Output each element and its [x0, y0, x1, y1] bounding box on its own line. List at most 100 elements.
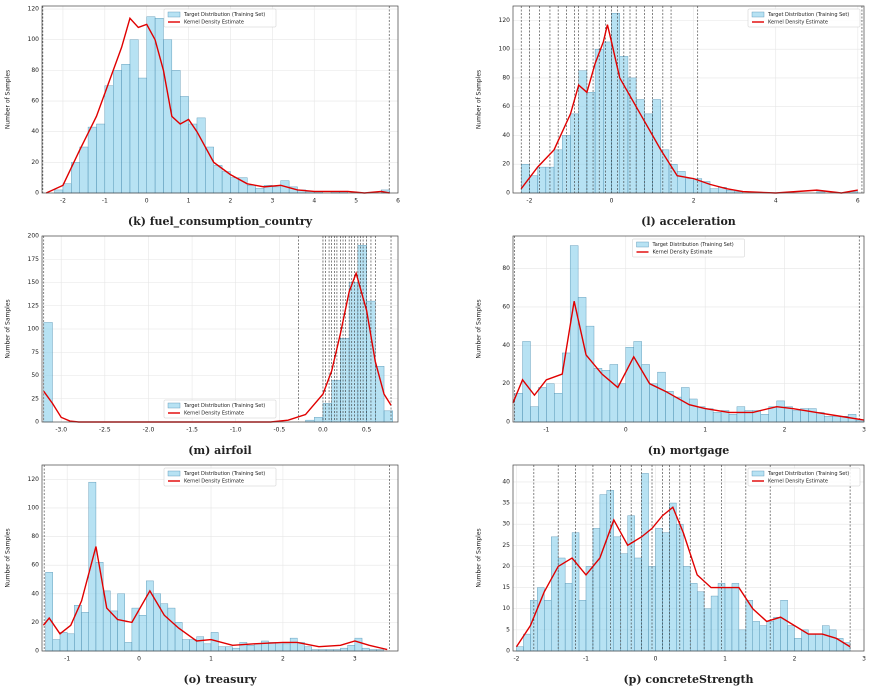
bar: [808, 408, 817, 423]
y-tick-label: 80: [502, 265, 510, 272]
y-tick-label: 50: [31, 372, 39, 379]
kde-line: [43, 270, 392, 423]
y-tick-label: 100: [499, 46, 511, 53]
y-tick-label: 10: [502, 605, 510, 612]
bar: [110, 610, 118, 652]
bar: [52, 639, 61, 652]
legend-label: Target Distribution (Training Set): [183, 403, 265, 409]
y-tick-label: 40: [502, 478, 510, 485]
plot-frame: [512, 5, 865, 194]
x-tick-label: 4: [312, 198, 316, 205]
y-tick-label: 200: [28, 233, 40, 240]
x-tick-label: 1: [209, 656, 213, 663]
bar: [375, 366, 385, 423]
bar: [537, 587, 545, 652]
bar: [620, 553, 628, 652]
bar: [704, 408, 714, 423]
caption: (n) mortgage: [648, 444, 730, 457]
bar: [138, 77, 147, 194]
x-tick-label: 0.5: [362, 427, 372, 434]
bar: [578, 600, 587, 652]
bar: [117, 593, 125, 652]
panel: 0 25 50 75 100 125 150 175 200 -3.0 -2.5 -2.0 -1.5 -1…: [5, 233, 399, 457]
bar: [96, 123, 106, 194]
y-tick-label: 150: [28, 279, 40, 286]
y-tick-label: 80: [502, 74, 510, 81]
bar: [613, 536, 621, 652]
bar: [45, 572, 53, 652]
bar: [792, 410, 801, 423]
x-tick-label: 5: [354, 198, 358, 205]
legend-box: [632, 238, 745, 258]
x-tick-label: 2: [692, 198, 696, 205]
bar: [182, 639, 190, 652]
kde-line: [512, 301, 865, 421]
y-axis-label: Number of Samples: [476, 299, 483, 358]
bar: [516, 646, 524, 652]
x-tick-label: 2: [793, 656, 797, 663]
bar: [794, 638, 802, 652]
bar: [71, 162, 80, 194]
x-tick-label: -1.5: [186, 427, 198, 434]
y-tick-label: 60: [502, 303, 510, 310]
y-axis-label: Number of Samples: [5, 528, 12, 587]
bar: [710, 595, 719, 652]
y-tick-label: 0: [35, 190, 39, 197]
bar: [357, 245, 367, 423]
bar: [731, 583, 740, 652]
bar: [138, 615, 147, 652]
bar: [129, 39, 139, 194]
panel: 0 5 10 15 20 25 30 35 40 -2 -1 0 1 2 3 Number of Sample…: [476, 464, 866, 686]
bar: [569, 245, 579, 423]
bar: [87, 126, 97, 194]
y-tick-label: 20: [502, 563, 510, 570]
bar: [808, 633, 816, 652]
legend-label: Kernel Density Estimate: [768, 20, 828, 26]
bar: [537, 166, 547, 194]
bar: [815, 633, 823, 652]
legend-label: Target Distribution (Training Set): [183, 12, 265, 18]
y-tick-label: 120: [28, 476, 40, 483]
bar: [523, 633, 531, 652]
bar: [773, 616, 781, 652]
bar: [322, 403, 332, 423]
caption: (k) fuel_consumption_country: [128, 215, 313, 229]
legend-swatch: [167, 470, 181, 477]
bar: [760, 414, 769, 423]
bar: [272, 186, 281, 194]
x-tick-label: 3: [270, 198, 274, 205]
x-tick-label: 4: [774, 198, 778, 205]
bar: [203, 643, 212, 652]
bar: [361, 647, 370, 652]
y-tick-label: 60: [502, 103, 510, 110]
bar: [383, 410, 393, 423]
bar: [530, 600, 538, 652]
x-tick-label: 3: [353, 656, 357, 663]
bar: [652, 99, 661, 194]
y-tick-label: 20: [31, 159, 39, 166]
bar: [167, 607, 176, 652]
bar: [611, 12, 620, 194]
legend-swatch: [167, 11, 181, 18]
bar: [564, 583, 573, 652]
bar: [340, 647, 348, 652]
bar: [538, 387, 547, 423]
caption: (m) airfoil: [188, 444, 251, 457]
y-tick-label: 0: [506, 419, 510, 426]
legend-label: Kernel Density Estimate: [184, 20, 244, 26]
bar: [709, 188, 719, 194]
y-axis-label: Number of Samples: [5, 70, 12, 129]
bar: [102, 590, 111, 652]
bar: [247, 185, 256, 194]
x-tick-label: 3: [862, 656, 866, 663]
x-tick-label: -1: [102, 198, 108, 205]
y-tick-label: 100: [28, 326, 40, 333]
bar: [822, 625, 830, 652]
x-tick-label: -3.0: [55, 427, 67, 434]
legend-label: Target Distribution (Training Set): [652, 242, 734, 248]
y-tick-label: 120: [28, 6, 40, 13]
legend-box: [163, 399, 277, 419]
y-tick-label: 20: [502, 380, 510, 387]
y-tick-label: 175: [28, 256, 40, 263]
